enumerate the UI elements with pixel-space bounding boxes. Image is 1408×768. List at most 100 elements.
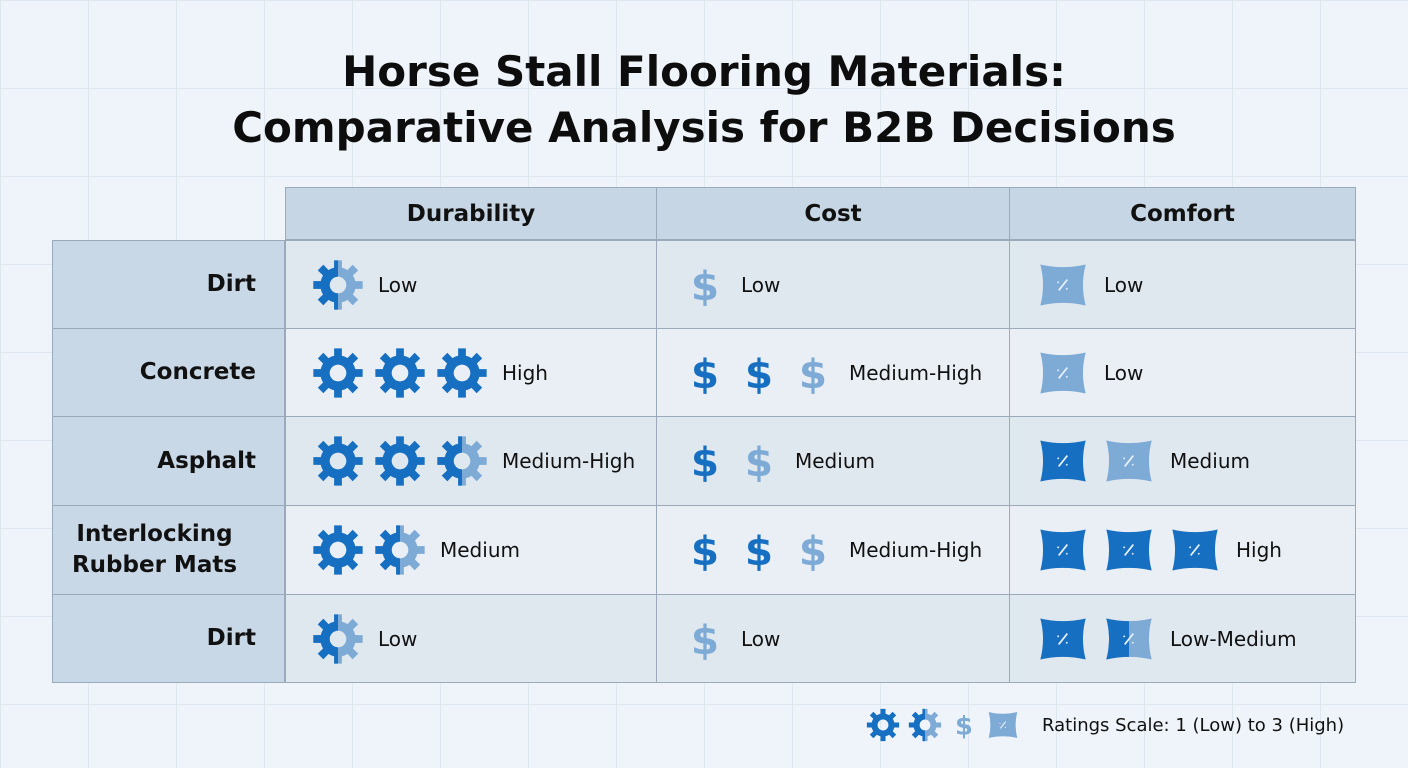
column-header-comfort: Comfort bbox=[1009, 187, 1356, 240]
dollar-icon-full: $ bbox=[745, 528, 773, 572]
comparison-table: Durability Cost Comfort Dirt Low $ Low Low Concr… bbox=[52, 187, 1356, 683]
svg-text:$: $ bbox=[799, 528, 827, 572]
rating-label: Medium-High bbox=[849, 538, 983, 562]
rating-icons bbox=[1036, 346, 1090, 400]
table-cell: $ Low bbox=[656, 240, 1010, 329]
table-cell: High bbox=[285, 328, 657, 417]
table-cell: $ $ Medium bbox=[656, 416, 1010, 506]
dollar-icon-full: $ bbox=[691, 528, 719, 572]
gear-icon-full bbox=[313, 347, 363, 398]
gear-icon-full bbox=[313, 525, 363, 575]
table-cell: $ $ $ Medium-High bbox=[656, 328, 1010, 417]
column-header-cost: Cost bbox=[656, 187, 1010, 240]
row-header: Dirt bbox=[52, 594, 285, 683]
rating-label: High bbox=[502, 360, 548, 385]
svg-text:$: $ bbox=[745, 439, 773, 483]
rating-label: Medium bbox=[1170, 449, 1250, 473]
column-header-durability: Durability bbox=[285, 187, 657, 240]
table-cell: Low bbox=[1009, 328, 1356, 417]
rating-icons: $ $ $ bbox=[683, 528, 835, 572]
rating-icons: $ $ $ bbox=[683, 351, 835, 395]
table-cell: Medium bbox=[1009, 416, 1356, 506]
svg-text:$: $ bbox=[691, 263, 719, 307]
rating-label: Medium-High bbox=[849, 360, 983, 385]
svg-text:$: $ bbox=[691, 439, 719, 483]
rating-icons bbox=[1036, 612, 1156, 666]
dollar-icon-light: $ bbox=[745, 439, 773, 483]
rating-label: Medium bbox=[795, 449, 875, 473]
rating-icons: $ $ bbox=[683, 439, 781, 483]
rating-icons bbox=[312, 259, 364, 311]
rating-label: Low bbox=[1104, 360, 1144, 385]
legend-text: Ratings Scale: 1 (Low) to 3 (High) bbox=[1042, 714, 1345, 736]
pillow-icon-full bbox=[1040, 617, 1086, 660]
rating-label: Medium-High bbox=[502, 449, 636, 473]
pillow-icon-light bbox=[1040, 263, 1086, 306]
rating-icons bbox=[1036, 258, 1090, 312]
gear-icon-half bbox=[313, 259, 363, 310]
page-title: Horse Stall Flooring Materials: Comparat… bbox=[0, 44, 1408, 156]
pillow-icon-light bbox=[1040, 351, 1086, 394]
title-line-1: Horse Stall Flooring Materials: bbox=[342, 47, 1066, 96]
gear-icon-half bbox=[908, 708, 942, 742]
row-header: Dirt bbox=[52, 240, 285, 329]
row-header: Interlocking Rubber Mats bbox=[52, 505, 285, 595]
rating-icons: $ bbox=[683, 617, 727, 661]
dollar-icon-full: $ bbox=[691, 439, 719, 483]
rating-label: Low-Medium bbox=[1170, 626, 1297, 651]
dollar-icon-light: $ bbox=[799, 351, 827, 395]
dollar-icon-full: $ bbox=[745, 351, 773, 395]
row-header: Concrete bbox=[52, 328, 285, 417]
legend: $ Ratings Scale: 1 (Low) to 3 (High) bbox=[866, 708, 1344, 742]
table-cell: Medium bbox=[285, 505, 657, 595]
table-cell: Low bbox=[285, 594, 657, 683]
gear-icon-half bbox=[437, 436, 487, 486]
rating-label: Low bbox=[378, 626, 418, 651]
table-cell: High bbox=[1009, 505, 1356, 595]
rating-icons: $ bbox=[683, 263, 727, 307]
table-cell: Low-Medium bbox=[1009, 594, 1356, 683]
pillow-icon-half bbox=[1106, 617, 1152, 660]
table-cell: $ $ $ Medium-High bbox=[656, 505, 1010, 595]
gear-icon-full bbox=[866, 708, 900, 742]
title-line-2: Comparative Analysis for B2B Decisions bbox=[232, 103, 1176, 152]
pillow-icon-full bbox=[1172, 529, 1218, 571]
svg-text:$: $ bbox=[799, 351, 827, 395]
pillow-icon-full bbox=[1040, 529, 1086, 571]
svg-text:$: $ bbox=[691, 617, 719, 661]
gear-icon-half bbox=[313, 613, 363, 664]
gear-icon-half bbox=[375, 525, 425, 575]
rating-label: Low bbox=[1104, 272, 1144, 297]
dollar-icon-light: $ bbox=[691, 617, 719, 661]
rating-label: Low bbox=[378, 272, 418, 297]
dollar-icon-full: $ bbox=[691, 351, 719, 395]
table-cell: Low bbox=[1009, 240, 1356, 329]
rating-icons bbox=[312, 613, 364, 665]
svg-text:$: $ bbox=[745, 351, 773, 395]
rating-label: High bbox=[1236, 538, 1282, 562]
rating-icons bbox=[312, 524, 426, 576]
rating-icons bbox=[1036, 434, 1156, 488]
rating-icons bbox=[312, 435, 488, 487]
pillow-icon-full bbox=[1106, 529, 1152, 571]
table-cell: Low bbox=[285, 240, 657, 329]
rating-icons bbox=[1036, 523, 1222, 577]
rating-label: Low bbox=[741, 626, 781, 651]
pillow-icon-full bbox=[1040, 440, 1086, 482]
svg-text:$: $ bbox=[955, 712, 973, 739]
dollar-icon-light: $ bbox=[799, 528, 827, 572]
svg-text:$: $ bbox=[691, 528, 719, 572]
pillow-icon-light bbox=[1106, 440, 1152, 482]
gear-icon-full bbox=[375, 347, 425, 398]
rating-icons bbox=[312, 347, 488, 399]
gear-icon-full bbox=[313, 436, 363, 486]
table-cell: $ Low bbox=[656, 594, 1010, 683]
row-header: Asphalt bbox=[52, 416, 285, 506]
rating-label: Low bbox=[741, 272, 781, 297]
gear-icon-full bbox=[375, 436, 425, 486]
rating-label: Medium bbox=[440, 538, 520, 562]
pillow-icon-light bbox=[988, 712, 1018, 738]
svg-text:$: $ bbox=[691, 351, 719, 395]
dollar-icon-light: $ bbox=[691, 263, 719, 307]
table-cell: Medium-High bbox=[285, 416, 657, 506]
